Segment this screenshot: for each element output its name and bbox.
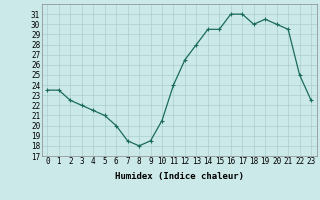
X-axis label: Humidex (Indice chaleur): Humidex (Indice chaleur): [115, 172, 244, 181]
